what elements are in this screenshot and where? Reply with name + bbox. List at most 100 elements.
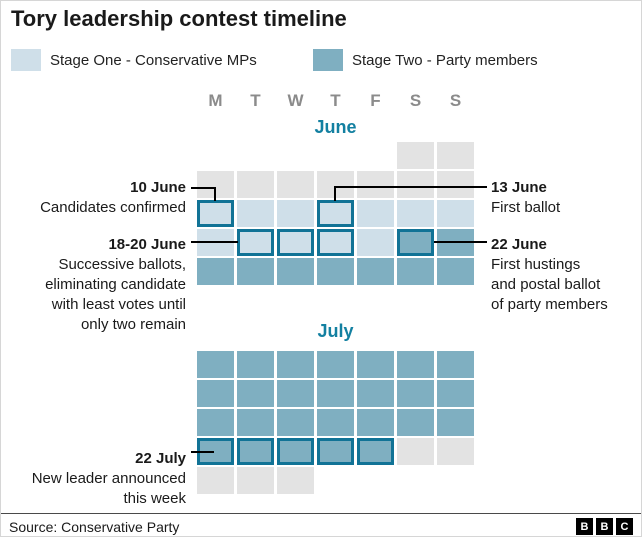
annotation-date: 13 June [491, 179, 547, 196]
calendar-day-cell [357, 438, 394, 465]
calendar-day-cell [357, 258, 394, 285]
annotation-june13: 13 June First ballot [491, 178, 639, 218]
month-label-june: June [314, 117, 357, 137]
calendar-day-cell [357, 171, 394, 198]
annotation-july22: 22 July New leader announced this week [1, 449, 186, 509]
weekday-label: T [250, 91, 261, 110]
calendar-day-cell [317, 409, 354, 436]
calendar-day-cell [437, 142, 474, 169]
calendar-day-cell [357, 380, 394, 407]
calendar-day-cell [437, 409, 474, 436]
annotation-text-line: Candidates confirmed [40, 199, 186, 216]
month-label-july: July [317, 321, 354, 341]
calendar-day-cell [437, 438, 474, 465]
annotation-text-line: this week [123, 490, 186, 507]
calendar-day-cell [397, 438, 434, 465]
calendar-day-cell [357, 200, 394, 227]
annotation-text-line: First hustings [491, 256, 581, 273]
calendar-day-cell [237, 351, 274, 378]
connector-line-june22 [434, 241, 487, 243]
calendar-day-cell [357, 351, 394, 378]
calendar-day-cell [197, 258, 234, 285]
connector-line-june13-vertical [334, 186, 336, 201]
stage-two-color-swatch [313, 49, 343, 71]
legend-label-stage-two: Stage Two - Party members [352, 51, 538, 69]
weekday-label: F [370, 91, 381, 110]
calendar-day-cell [197, 351, 234, 378]
weekday-label: M [208, 91, 223, 110]
calendar-day-cell [237, 438, 274, 465]
calendar-day-cell [277, 258, 314, 285]
calendar-day-cell [317, 351, 354, 378]
legend-stage-two: Stage Two - Party members [313, 49, 538, 71]
annotation-text-line: eliminating candidate [45, 276, 186, 293]
annotation-date: 10 June [130, 179, 186, 196]
calendar-day-cell [397, 380, 434, 407]
calendar-day-cell [277, 200, 314, 227]
calendar-day-cell [317, 229, 354, 256]
calendar-day-cell [317, 438, 354, 465]
calendar-day-cell [277, 409, 314, 436]
calendar-day-cell [317, 200, 354, 227]
calendar-day-cell [277, 351, 314, 378]
calendar-day-cell [237, 380, 274, 407]
annotation-date: 22 June [491, 236, 547, 253]
weekday-label: S [409, 91, 422, 110]
june-calendar-grid [197, 142, 474, 285]
annotation-text-line: New leader announced [31, 470, 186, 487]
annotation-date: 22 July [135, 450, 186, 467]
calendar-day-cell [237, 409, 274, 436]
calendar-day-cell [197, 380, 234, 407]
calendar-day-cell [317, 258, 354, 285]
footer-divider [1, 513, 641, 514]
calendar-day-cell [357, 409, 394, 436]
annotation-text-line: only two remain [80, 316, 186, 333]
calendar-day-cell [237, 171, 274, 198]
calendar-day-cell [437, 171, 474, 198]
calendar-day-cell [277, 467, 314, 494]
weekday-label: T [330, 91, 341, 110]
connector-line-june10-vertical [214, 187, 216, 201]
bbc-logo-block: B [576, 518, 593, 535]
calendar-day-cell [357, 229, 394, 256]
calendar-day-cell [277, 171, 314, 198]
connector-line-june13-horizontal [334, 186, 487, 188]
connector-line-june10-horizontal [191, 187, 216, 189]
annotation-text-line: of party members [491, 296, 608, 313]
annotation-text-line: First ballot [491, 199, 561, 216]
calendar-day-cell [277, 380, 314, 407]
calendar-day-cell [317, 380, 354, 407]
stage-one-color-swatch [11, 49, 41, 71]
bbc-logo-block: C [616, 518, 633, 535]
july-calendar-grid [197, 351, 474, 494]
calendar-day-cell [237, 467, 274, 494]
calendar-day-cell [437, 258, 474, 285]
calendar-day-cell [437, 200, 474, 227]
annotation-june22: 22 June First hustings and postal ballot of… [491, 235, 639, 315]
calendar-day-cell [237, 200, 274, 227]
annotation-date: 18-20 June [108, 236, 186, 253]
calendar-day-cell [437, 380, 474, 407]
calendar-day-cell [197, 409, 234, 436]
annotation-june18-20: 18-20 June Successive ballots, eliminating… [14, 235, 186, 335]
annotation-text-line: with least votes until [51, 296, 186, 313]
calendar-day-cell [237, 229, 274, 256]
calendar-day-cell [397, 171, 434, 198]
source-text: Source: Conservative Party [9, 519, 180, 535]
calendar-day-cell [397, 142, 434, 169]
page-title: Tory leadership contest timeline [11, 6, 347, 31]
calendar-day-cell [397, 200, 434, 227]
calendar-day-cell [277, 229, 314, 256]
annotation-text-line: and postal ballot [491, 276, 601, 293]
annotation-june10: 10 June Candidates confirmed [1, 178, 186, 218]
legend-stage-one: Stage One - Conservative MPs [11, 49, 257, 71]
calendar-day-cell [397, 351, 434, 378]
calendar-day-cell [197, 200, 234, 227]
calendar-day-cell [397, 409, 434, 436]
calendar-day-cell [437, 351, 474, 378]
calendar-day-cell [277, 438, 314, 465]
calendar-day-cell [397, 229, 434, 256]
